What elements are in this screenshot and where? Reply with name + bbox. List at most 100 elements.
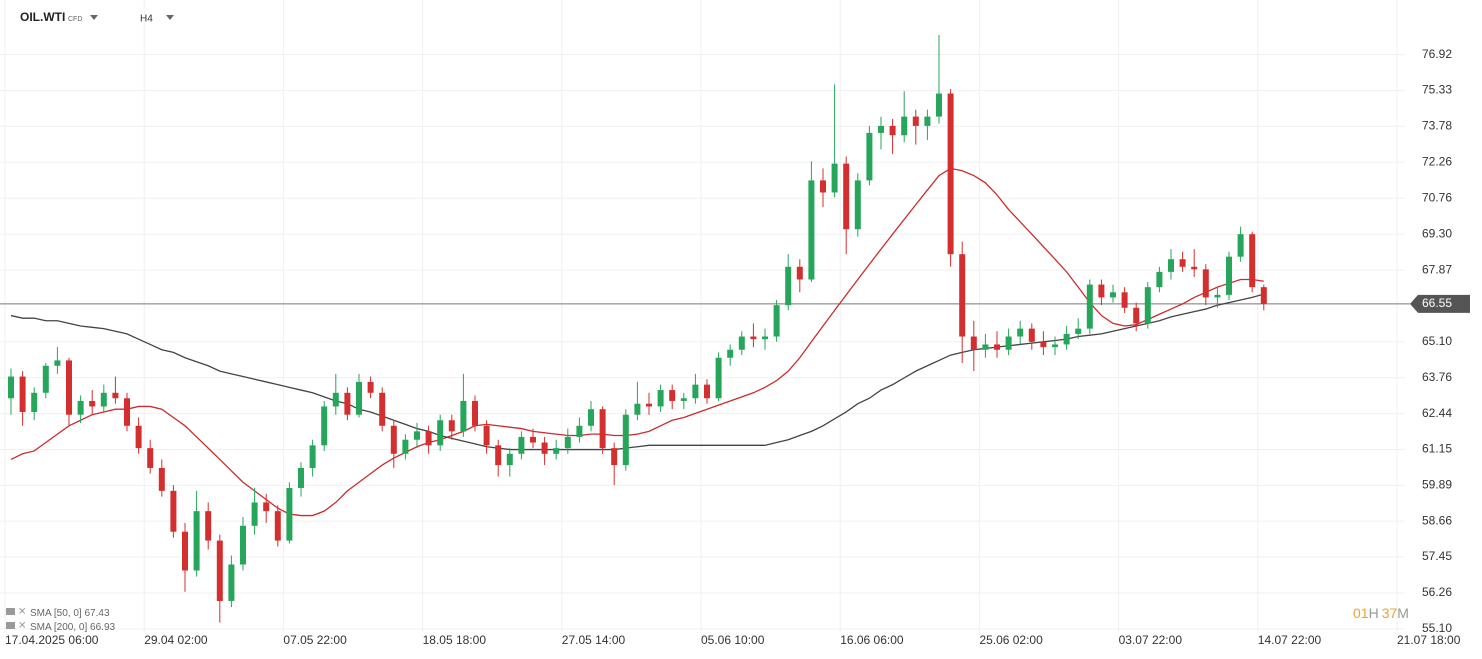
- last-price-label: 66.55: [1422, 296, 1452, 310]
- candle-body: [1168, 259, 1174, 272]
- y-tick-label: 69.30: [1422, 226, 1452, 240]
- candle-body: [1191, 266, 1198, 270]
- legend-name: SMA [200, 0]: [30, 622, 87, 633]
- legend-close-icon[interactable]: ✕: [18, 621, 26, 632]
- candle-body: [1237, 234, 1244, 257]
- candles: [8, 35, 1267, 623]
- candle-body: [959, 254, 966, 337]
- y-tick-label: 65.10: [1422, 334, 1452, 348]
- candle-body: [947, 93, 954, 255]
- candle-body: [170, 490, 177, 532]
- candle-body: [1098, 284, 1105, 298]
- candle-body: [530, 436, 536, 443]
- candle-body: [564, 436, 571, 449]
- y-tick-label: 73.78: [1422, 119, 1452, 133]
- candle-body: [240, 525, 246, 565]
- candle-body: [704, 384, 710, 399]
- candle-body: [599, 409, 606, 449]
- candle-body: [820, 180, 826, 193]
- candle-body: [994, 344, 1000, 350]
- candle-body: [1005, 336, 1012, 350]
- candle-body: [495, 445, 502, 466]
- candle-body: [1052, 344, 1058, 348]
- candle-body: [31, 392, 38, 412]
- candle-body: [182, 531, 188, 571]
- candle-body: [634, 403, 641, 415]
- legend-icon[interactable]: [6, 608, 15, 615]
- x-tick-label: 29.04 02:00: [144, 633, 208, 647]
- candle-body: [89, 400, 96, 407]
- candle-body: [193, 511, 200, 571]
- candle-body: [1133, 307, 1140, 324]
- x-tick-label: 05.06 10:00: [701, 633, 765, 647]
- legend-close-icon[interactable]: ✕: [18, 607, 26, 618]
- symbol-dropdown[interactable]: [90, 15, 98, 20]
- grid: [0, 0, 1410, 632]
- y-tick-label: 63.76: [1422, 370, 1452, 384]
- candle-body: [19, 376, 26, 412]
- candle-body: [402, 439, 409, 454]
- legend-value: 66.93: [90, 622, 115, 633]
- candle-body: [1179, 259, 1186, 267]
- y-tick-label: 58.66: [1422, 513, 1452, 527]
- y-tick-label: 72.26: [1422, 154, 1452, 168]
- candle-body: [390, 425, 397, 454]
- candle-body: [692, 384, 699, 399]
- candle-body: [274, 511, 281, 541]
- x-tick-label: 21.07 18:00: [1397, 633, 1461, 647]
- candle-body: [135, 425, 142, 449]
- candle-body: [483, 425, 490, 446]
- candle-body: [251, 502, 258, 526]
- candle-body: [298, 467, 304, 488]
- candle-body: [309, 445, 316, 468]
- x-tick-label: 25.06 02:00: [979, 633, 1043, 647]
- candle-body: [854, 180, 861, 230]
- candle-body: [762, 336, 768, 340]
- legend-icon[interactable]: [6, 622, 15, 629]
- candle-body: [796, 266, 803, 280]
- candle-body: [1063, 333, 1070, 345]
- candle-body: [344, 392, 351, 415]
- symbol[interactable]: OIL.WTI: [20, 10, 65, 24]
- candle-body: [646, 403, 652, 407]
- candle-body: [878, 125, 884, 133]
- candle-body: [448, 420, 455, 432]
- sma-line: [10, 167, 1264, 517]
- y-tick-label: 76.92: [1422, 47, 1452, 61]
- candle-body: [982, 344, 989, 350]
- y-tick-label: 55.10: [1422, 621, 1452, 635]
- candle-body: [773, 305, 780, 337]
- timeframe-dropdown[interactable]: [166, 15, 174, 20]
- candle-body: [970, 336, 977, 350]
- timeframe[interactable]: H4: [140, 14, 153, 25]
- y-tick-label: 57.45: [1422, 549, 1452, 563]
- candle-body: [147, 448, 154, 468]
- candle-body: [1121, 292, 1128, 308]
- candle-body: [785, 266, 792, 306]
- candle-body: [924, 116, 931, 126]
- symbol-type: CFD: [68, 16, 82, 23]
- candle-body: [472, 400, 478, 426]
- candle-body: [750, 336, 757, 340]
- candle-body: [414, 431, 420, 440]
- candle-body: [216, 540, 223, 601]
- y-tick-label: 61.15: [1422, 442, 1452, 456]
- sma-line: [10, 293, 1264, 451]
- candle-body: [680, 398, 687, 401]
- candle-body: [205, 511, 212, 541]
- x-tick-label: 17.04.2025 06:00: [5, 633, 99, 647]
- candle-body: [1260, 287, 1267, 304]
- candle-body: [1226, 256, 1232, 295]
- legend: ✕ SMA [50, 0] 67.43 ✕ SMA [200, 0] 66.93: [6, 607, 116, 633]
- candle-body: [1110, 292, 1116, 298]
- y-tick-label: 62.44: [1422, 406, 1452, 420]
- candle-body: [936, 93, 942, 117]
- x-tick-label: 18.05 18:00: [423, 633, 487, 647]
- candle-body: [669, 390, 676, 401]
- candle-body: [657, 390, 664, 407]
- candle-body: [158, 467, 165, 491]
- candle-body: [541, 442, 548, 454]
- legend-entry: SMA [200, 0] 66.93: [30, 622, 116, 633]
- candle-body: [1202, 269, 1209, 298]
